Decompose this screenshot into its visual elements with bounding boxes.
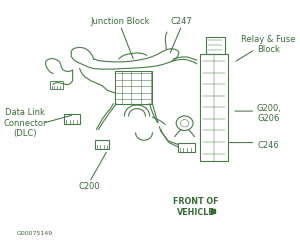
Bar [50,81,63,89]
Text: C200: C200 [79,182,100,191]
Text: C247: C247 [171,17,193,26]
Bar [206,37,225,54]
Text: Relay & Fuse
Block: Relay & Fuse Block [242,35,296,54]
Bar [178,143,195,152]
Text: FRONT OF
VEHICLE: FRONT OF VEHICLE [173,197,218,217]
Text: G00075149: G00075149 [17,231,53,236]
Text: Data Link
Connector
(DLC): Data Link Connector (DLC) [3,108,47,138]
Text: G200,
G206: G200, G206 [256,104,281,123]
Bar [200,54,228,161]
Text: C246: C246 [258,141,279,150]
Bar [115,71,152,104]
Text: Junction Block: Junction Block [91,17,150,26]
Bar [64,113,80,124]
Bar [95,140,109,149]
